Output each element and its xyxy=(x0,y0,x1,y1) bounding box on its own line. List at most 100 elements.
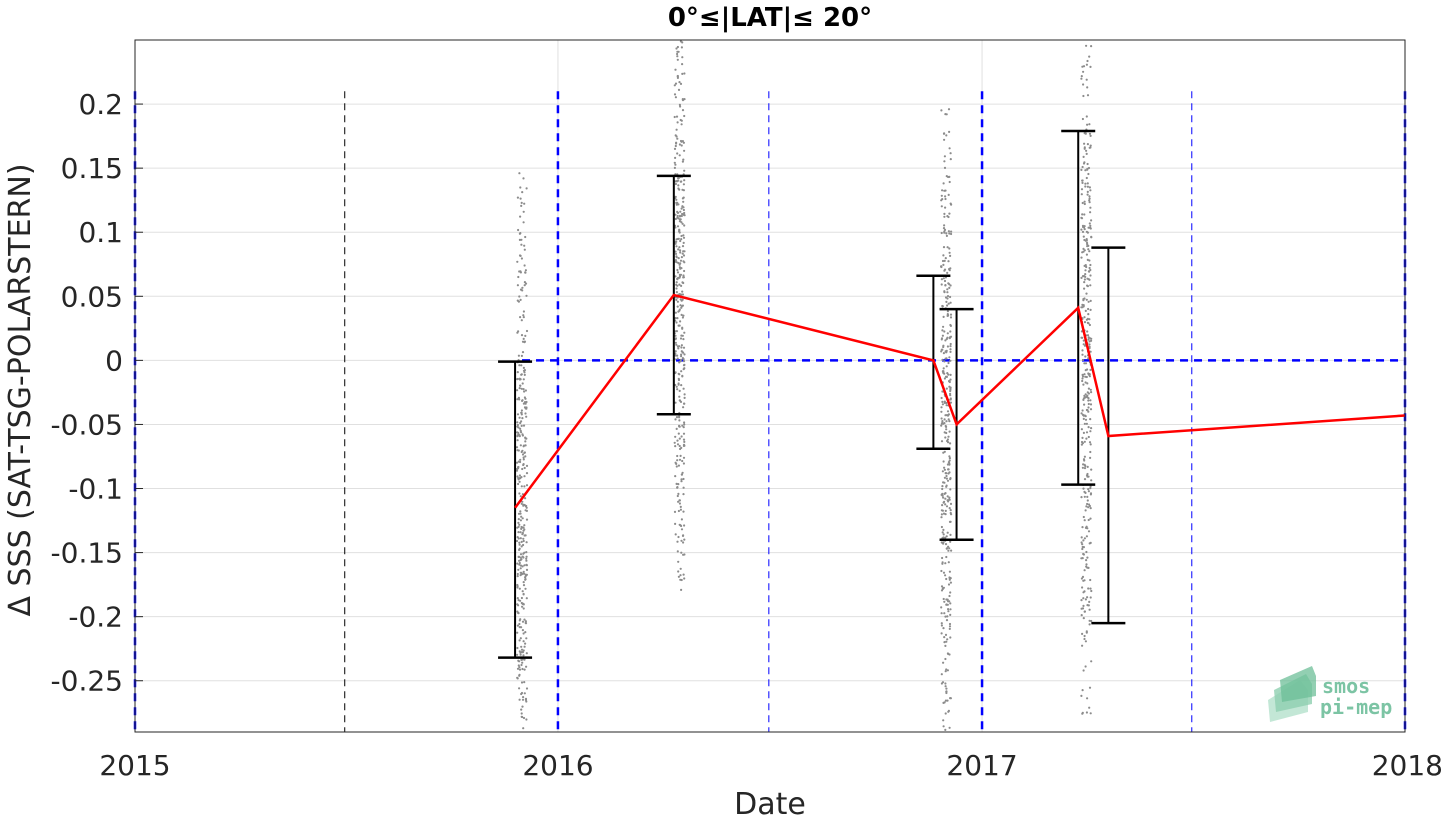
scatter-point xyxy=(524,631,527,634)
scatter-point xyxy=(681,290,684,293)
scatter-point xyxy=(518,172,521,175)
scatter-point xyxy=(683,331,686,334)
scatter-point xyxy=(681,56,684,59)
scatter-point xyxy=(1081,632,1084,636)
scatter-point xyxy=(674,341,677,344)
scatter-point xyxy=(947,608,950,611)
scatter-point xyxy=(944,284,947,287)
scatter-point xyxy=(517,512,521,515)
scatter-point xyxy=(944,536,947,539)
scatter-point xyxy=(940,337,944,340)
scatter-point xyxy=(1086,162,1089,166)
scatter-point xyxy=(682,200,685,203)
scatter-point xyxy=(522,458,525,461)
scatter-point xyxy=(1081,377,1084,380)
scatter-point xyxy=(520,502,523,505)
scatter-point xyxy=(1083,373,1086,376)
scatter-point xyxy=(682,510,685,513)
scatter-point xyxy=(1082,83,1085,86)
scatter-point xyxy=(1081,230,1085,233)
scatter-point xyxy=(1087,488,1090,491)
scatter-point xyxy=(945,505,949,508)
plot-frame xyxy=(134,39,1406,733)
scatter-point xyxy=(1082,417,1085,420)
logo-line1: smos xyxy=(1322,674,1370,698)
scatter-point xyxy=(680,528,684,531)
scatter-point xyxy=(940,406,943,409)
scatter-point xyxy=(944,685,947,688)
scatter-point xyxy=(949,591,952,594)
scatter-point xyxy=(946,291,949,294)
scatter-point xyxy=(941,509,945,512)
scatter-point xyxy=(1087,426,1090,429)
scatter-point xyxy=(523,451,526,454)
scatter-point xyxy=(524,282,528,285)
scatter-point xyxy=(521,555,524,558)
scatter-point xyxy=(522,543,525,547)
scatter-point xyxy=(523,485,526,488)
scatter-point xyxy=(1082,247,1085,250)
scatter-point xyxy=(679,118,682,122)
scatter-point xyxy=(677,50,680,53)
scatter-point xyxy=(1080,614,1083,617)
scatter-point xyxy=(517,659,520,662)
scatter-point xyxy=(1082,70,1085,73)
scatter-point xyxy=(1082,339,1085,342)
scatter-point xyxy=(521,629,525,632)
scatter-point xyxy=(945,425,948,428)
scatter-point xyxy=(525,718,528,721)
scatter-point xyxy=(946,495,949,498)
scatter-point xyxy=(1087,300,1090,303)
scatter-point xyxy=(1087,226,1090,229)
scatter-point xyxy=(677,88,681,91)
scatter-point xyxy=(1089,144,1092,147)
scatter-point xyxy=(678,229,681,232)
scatter-point xyxy=(677,203,680,206)
scatter-point xyxy=(941,403,945,406)
scatter-point xyxy=(1081,251,1084,254)
scatter-point xyxy=(1085,253,1088,256)
scatter-point xyxy=(949,254,952,257)
scatter-point xyxy=(523,524,526,527)
y-tick-label: 0.2 xyxy=(78,88,123,121)
scatter-point xyxy=(675,47,678,50)
scatter-point xyxy=(1085,375,1088,379)
scatter-point xyxy=(947,468,950,471)
scatter-point xyxy=(1089,189,1092,192)
scatter-point xyxy=(947,610,950,613)
scatter-point xyxy=(682,183,686,186)
scatter-point xyxy=(942,533,945,536)
scatter-point xyxy=(1083,394,1086,397)
scatter-point xyxy=(522,552,525,555)
scatter-point xyxy=(523,373,526,376)
scatter-point xyxy=(681,252,684,255)
scatter-point xyxy=(522,607,525,610)
scatter-point xyxy=(683,72,686,75)
scatter-point xyxy=(945,690,948,693)
scatter-point xyxy=(1081,181,1084,184)
scatter-point xyxy=(680,313,683,316)
scatter-point xyxy=(948,625,952,628)
scatter-point xyxy=(948,212,951,215)
scatter-point xyxy=(949,348,952,351)
scatter-point xyxy=(1083,519,1086,522)
scatter-point xyxy=(681,424,684,427)
scatter-point xyxy=(1083,316,1086,319)
scatter-point xyxy=(943,600,946,603)
scatter-point xyxy=(1081,547,1084,551)
scatter-point xyxy=(946,288,949,291)
scatter-point xyxy=(943,468,947,471)
scatter-point xyxy=(683,269,686,273)
scatter-point xyxy=(1085,115,1088,118)
scatter-point xyxy=(674,311,677,314)
scatter-point xyxy=(947,435,950,438)
scatter-point xyxy=(949,401,953,404)
scatter-point xyxy=(1088,686,1092,689)
scatter-point xyxy=(941,189,944,192)
scatter-point xyxy=(681,327,684,330)
scatter-point xyxy=(522,592,525,596)
scatter-point xyxy=(683,353,686,356)
scatter-point xyxy=(1083,440,1086,443)
scatter-point xyxy=(516,371,519,374)
scatter-point xyxy=(519,637,522,640)
